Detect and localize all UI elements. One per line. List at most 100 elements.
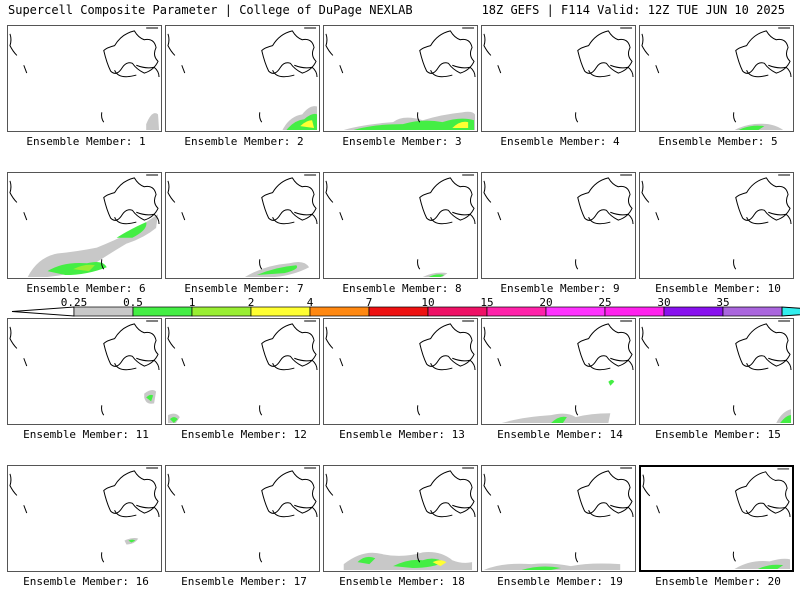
map-graphic: [642, 468, 791, 570]
ensemble-map-panel-9[interactable]: [481, 172, 636, 279]
ensemble-map-panel-4[interactable]: [481, 25, 636, 132]
map-graphic: [483, 320, 634, 424]
coastline: [294, 64, 318, 78]
coastline: [103, 467, 159, 514]
ensemble-map-panel-19[interactable]: [481, 465, 636, 572]
map-graphic: [9, 320, 160, 416]
coastline: [136, 504, 160, 518]
coastline: [167, 180, 176, 203]
scp-contour: [353, 118, 475, 131]
coastline: [261, 467, 317, 514]
page-title: Supercell Composite Parameter | College …: [8, 3, 413, 17]
coastline: [588, 69, 611, 78]
colorbar-tick-label: 0.5: [123, 296, 143, 309]
coastline: [339, 212, 344, 221]
colorbar-tick-label: 30: [657, 296, 670, 309]
colorbar-tick-label: 1: [189, 296, 196, 309]
coastline: [577, 320, 633, 367]
coastline: [575, 405, 579, 416]
coastline: [575, 112, 579, 123]
ensemble-map-panel-13[interactable]: [323, 318, 478, 425]
coastline: [272, 69, 295, 78]
ensemble-map-panel-16[interactable]: [7, 465, 162, 572]
scp-contour: [357, 556, 376, 565]
ensemble-map-panel-8[interactable]: [323, 172, 478, 279]
coastline: [103, 174, 159, 221]
coastline: [294, 357, 318, 371]
colorbar-tick-label: 0.25: [61, 296, 88, 309]
map-graphic: [483, 27, 634, 123]
map-graphic: [641, 174, 792, 270]
coastline: [259, 552, 263, 563]
coastline: [294, 504, 318, 518]
coastline: [656, 505, 660, 514]
panel-label: Ensemble Member: 8: [342, 282, 462, 295]
panel-label: Ensemble Member: 18: [339, 575, 465, 588]
coastline: [735, 174, 791, 221]
ensemble-map-panel-5[interactable]: [639, 25, 794, 132]
colorbar-tick-label: 4: [307, 296, 314, 309]
coastline: [588, 362, 611, 371]
ensemble-map-panel-17[interactable]: [165, 465, 320, 572]
coastline: [259, 405, 263, 416]
coastline: [452, 64, 476, 78]
ensemble-map-panel-14[interactable]: [481, 318, 636, 425]
coastline: [733, 405, 737, 416]
coastline: [181, 65, 186, 74]
colorbar-segment: [250, 306, 311, 317]
ensemble-map-panel-20[interactable]: [639, 465, 794, 572]
coastline: [103, 320, 159, 367]
map-graphic: [167, 27, 318, 131]
map-graphic: [167, 320, 318, 424]
scp-contour: [428, 274, 445, 278]
scp-contour: [146, 113, 160, 131]
colorbar-segment: [722, 306, 783, 317]
map-graphic: [483, 467, 634, 571]
map-graphic: [167, 467, 318, 563]
ensemble-map-panel-7[interactable]: [165, 172, 320, 279]
panel-label: Ensemble Member: 14: [497, 428, 623, 441]
coastline: [734, 468, 790, 514]
panel-label: Ensemble Member: 7: [184, 282, 304, 295]
coastline: [483, 473, 492, 496]
ensemble-map-panel-12[interactable]: [165, 318, 320, 425]
panel-label: Ensemble Member: 17: [181, 575, 307, 588]
coastline: [610, 64, 634, 78]
coastline: [114, 509, 137, 518]
coastline: [767, 505, 791, 518]
ensemble-map-panel-1[interactable]: [7, 25, 162, 132]
coastline: [114, 362, 137, 371]
coastline: [9, 473, 18, 496]
coastline: [9, 33, 18, 56]
ensemble-map-panel-2[interactable]: [165, 25, 320, 132]
coastline: [417, 552, 421, 563]
ensemble-map-panel-10[interactable]: [639, 172, 794, 279]
coastline: [261, 320, 317, 367]
panel-label: Ensemble Member: 9: [500, 282, 620, 295]
coastline: [114, 216, 137, 225]
scp-contour: [501, 413, 611, 424]
coastline: [101, 259, 105, 270]
ensemble-map-panel-3[interactable]: [323, 25, 478, 132]
scp-contour: [551, 416, 567, 424]
coastline: [181, 212, 186, 221]
coastline: [167, 326, 176, 349]
ensemble-map-panel-15[interactable]: [639, 318, 794, 425]
scp-contour: [116, 222, 147, 238]
coastline: [101, 112, 105, 123]
panel-label: Ensemble Member: 15: [655, 428, 781, 441]
panel-label: Ensemble Member: 10: [655, 282, 781, 295]
ensemble-map-panel-11[interactable]: [7, 318, 162, 425]
coastline: [419, 174, 475, 221]
coastline: [101, 405, 105, 416]
colorbar-tick-label: 10: [421, 296, 434, 309]
colorbar-tick-label: 35: [716, 296, 729, 309]
scp-contour: [757, 564, 784, 570]
ensemble-map-panel-18[interactable]: [323, 465, 478, 572]
coastline: [259, 259, 263, 270]
ensemble-map-panel-6[interactable]: [7, 172, 162, 279]
coastline: [430, 69, 453, 78]
coastline: [483, 33, 492, 56]
coastline: [735, 27, 791, 74]
scp-contour: [608, 379, 615, 386]
